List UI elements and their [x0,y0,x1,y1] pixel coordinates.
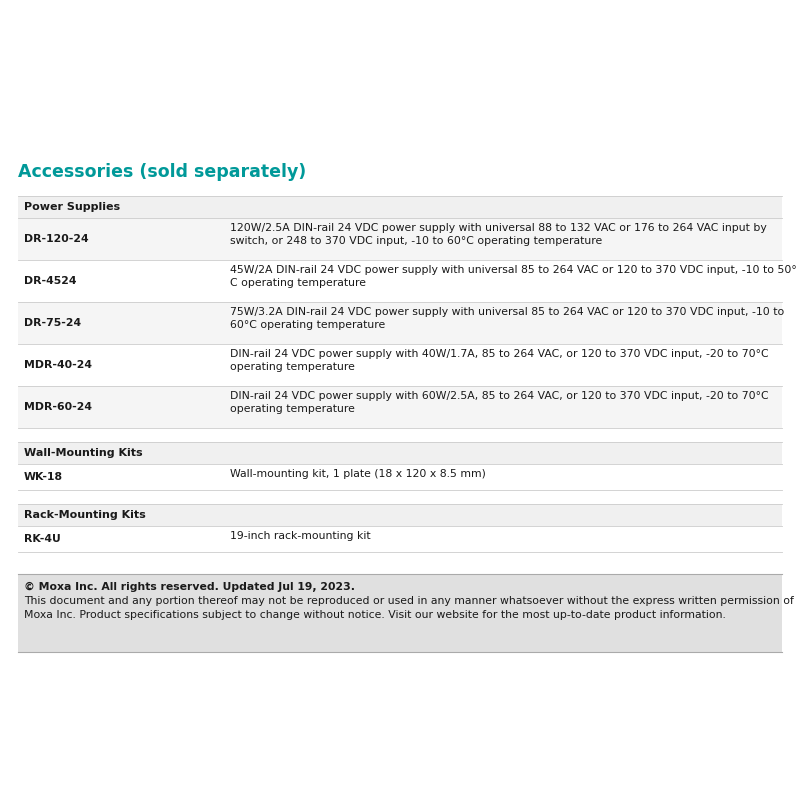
Text: MDR-60-24: MDR-60-24 [24,402,92,412]
Bar [18,260,782,302]
Bar [18,574,782,652]
Bar [18,196,782,218]
Bar [18,302,782,344]
Text: This document and any portion thereof may not be reproduced or used in any manne: This document and any portion thereof ma… [24,596,794,619]
Bar [18,386,782,428]
Text: DR-4524: DR-4524 [24,276,77,286]
Text: Power Supplies: Power Supplies [24,202,120,212]
Bar [18,504,782,526]
Text: Accessories (sold separately): Accessories (sold separately) [18,163,306,181]
Text: WK-18: WK-18 [24,472,63,482]
Bar [18,442,782,464]
Text: 120W/2.5A DIN-rail 24 VDC power supply with universal 88 to 132 VAC or 176 to 26: 120W/2.5A DIN-rail 24 VDC power supply w… [230,223,766,246]
Text: © Moxa Inc. All rights reserved. Updated Jul 19, 2023.: © Moxa Inc. All rights reserved. Updated… [24,582,355,592]
Text: Wall-mounting kit, 1 plate (18 x 120 x 8.5 mm): Wall-mounting kit, 1 plate (18 x 120 x 8… [230,469,486,479]
Text: DIN-rail 24 VDC power supply with 40W/1.7A, 85 to 264 VAC, or 120 to 370 VDC inp: DIN-rail 24 VDC power supply with 40W/1.… [230,349,769,372]
Text: 19-inch rack-mounting kit: 19-inch rack-mounting kit [230,531,370,541]
Text: DR-120-24: DR-120-24 [24,234,89,244]
Bar [18,344,782,386]
Bar [18,218,782,260]
Text: 75W/3.2A DIN-rail 24 VDC power supply with universal 85 to 264 VAC or 120 to 370: 75W/3.2A DIN-rail 24 VDC power supply wi… [230,307,784,330]
Bar [18,464,782,490]
Text: DIN-rail 24 VDC power supply with 60W/2.5A, 85 to 264 VAC, or 120 to 370 VDC inp: DIN-rail 24 VDC power supply with 60W/2.… [230,391,769,414]
Text: DR-75-24: DR-75-24 [24,318,81,328]
Text: Rack-Mounting Kits: Rack-Mounting Kits [24,510,146,520]
Text: 45W/2A DIN-rail 24 VDC power supply with universal 85 to 264 VAC or 120 to 370 V: 45W/2A DIN-rail 24 VDC power supply with… [230,265,797,288]
Text: Wall-Mounting Kits: Wall-Mounting Kits [24,448,142,458]
Text: RK-4U: RK-4U [24,534,61,544]
Bar [18,526,782,552]
Text: MDR-40-24: MDR-40-24 [24,360,92,370]
